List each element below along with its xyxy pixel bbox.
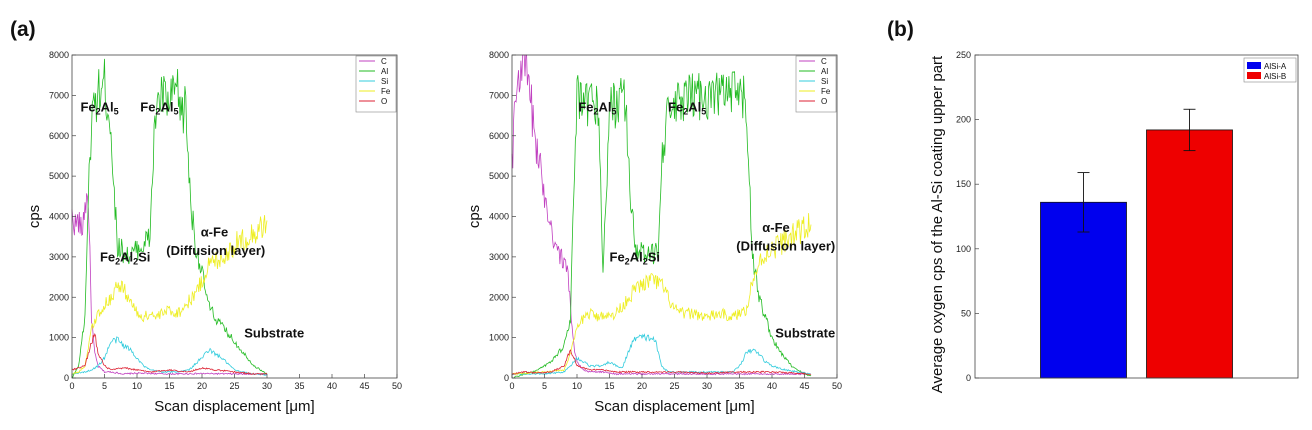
plot-area xyxy=(975,55,1298,378)
annotation-fe2al5: Fe2Al5 xyxy=(578,100,616,117)
plot-area xyxy=(72,55,397,378)
annotation-fe2al5: Fe2Al5 xyxy=(140,100,178,117)
y-tick-label: 0 xyxy=(504,373,509,383)
annotation-fe2al5: Fe2Al5 xyxy=(668,100,706,117)
y-axis-label: cps xyxy=(26,205,43,228)
legend-label-al: Al xyxy=(381,67,388,76)
legend-label-si: Si xyxy=(381,77,388,86)
y-tick-label: 150 xyxy=(956,179,971,189)
y-tick-label: 5000 xyxy=(49,171,69,181)
panel-label-a: (a) xyxy=(10,18,36,41)
series-line-fe xyxy=(71,215,268,375)
legend-label-si: Si xyxy=(821,77,828,86)
y-tick-label: 50 xyxy=(961,308,971,318)
x-tick-label: 30 xyxy=(702,381,712,391)
y-tick-label: 8000 xyxy=(489,50,509,60)
x-tick-label: 35 xyxy=(294,381,304,391)
x-tick-label: 0 xyxy=(69,381,74,391)
x-tick-label: 50 xyxy=(392,381,402,391)
annotation-fe2al2si: Fe2Al2Si xyxy=(100,250,151,267)
x-tick-label: 15 xyxy=(604,381,614,391)
x-tick-label: 10 xyxy=(572,381,582,391)
x-tick-label: 50 xyxy=(832,381,842,391)
y-tick-label: 5000 xyxy=(489,171,509,181)
legend-label-c: C xyxy=(821,57,827,66)
y-tick-label: 6000 xyxy=(49,131,69,141)
series-line-si xyxy=(71,336,268,376)
annotation-diffusion-layer: (Diffusion layer) xyxy=(736,238,835,253)
y-tick-label: 0 xyxy=(64,373,69,383)
y-tick-label: 2000 xyxy=(489,292,509,302)
series-line-c xyxy=(511,54,805,376)
legend-box xyxy=(355,55,397,113)
line-chart-sample-b: 0 5 10 15 20 25 30 35 40 45 50 0 1000 2000 3000 4000 500… xyxy=(466,50,842,415)
x-tick-label: 15 xyxy=(164,381,174,391)
annotation-substrate: Substrate xyxy=(244,326,304,341)
y-tick-label: 6000 xyxy=(489,131,509,141)
x-tick-label: 35 xyxy=(734,381,744,391)
x-tick-label: 5 xyxy=(102,381,107,391)
y-tick-label: 4000 xyxy=(49,212,69,222)
panel-label-b: (b) xyxy=(887,18,914,41)
annotation-fe: α-Fe xyxy=(201,225,229,240)
series-line-al xyxy=(512,71,812,379)
x-tick-label: 25 xyxy=(229,381,239,391)
y-tick-label: 3000 xyxy=(489,252,509,262)
y-tick-label: 8000 xyxy=(49,50,69,60)
y-tick-label: 7000 xyxy=(49,90,69,100)
legend-label-fe: Fe xyxy=(381,87,391,96)
y-tick-label: 0 xyxy=(966,373,971,383)
annotation-substrate: Substrate xyxy=(775,326,835,341)
y-tick-label: 4000 xyxy=(489,212,509,222)
series-line-o xyxy=(511,349,812,375)
annotation-fe: α-Fe xyxy=(762,220,790,235)
x-tick-label: 45 xyxy=(799,381,809,391)
legend-label-o: O xyxy=(821,97,827,106)
annotation-diffusion-layer: (Diffusion layer) xyxy=(166,243,265,258)
y-axis-label: Average oxygen cps of the Al-Si coating … xyxy=(929,55,946,393)
plot-frame xyxy=(974,54,1299,379)
annotation-fe2al5: Fe2Al5 xyxy=(80,100,118,117)
y-axis-label: cps xyxy=(466,205,483,228)
legend-label-al: Al xyxy=(821,67,828,76)
y-tick-label: 7000 xyxy=(489,90,509,100)
series-line-o xyxy=(71,332,268,375)
line-chart-sample-a: 0 5 10 15 20 25 30 35 40 45 50 0 1000 2000 3000 4000 500… xyxy=(26,50,402,415)
series-line-al xyxy=(71,58,268,378)
x-tick-label: 20 xyxy=(197,381,207,391)
y-tick-label: 1000 xyxy=(489,333,509,343)
legend-label-o: O xyxy=(381,97,387,106)
x-tick-label: 10 xyxy=(132,381,142,391)
x-tick-label: 0 xyxy=(509,381,514,391)
x-axis-label: Scan displacement [μm] xyxy=(154,398,314,415)
bar-chart-oxygen: 0 50 100 150 200 250 Average oxygen cps of the… xyxy=(929,50,1299,393)
x-tick-label: 30 xyxy=(262,381,272,391)
legend-label-fe: Fe xyxy=(821,87,831,96)
legend-swatch-alsi-a xyxy=(1247,62,1261,69)
y-tick-label: 250 xyxy=(956,50,971,60)
x-tick-label: 25 xyxy=(669,381,679,391)
x-axis-label: Scan displacement [μm] xyxy=(594,398,754,415)
y-tick-label: 100 xyxy=(956,244,971,254)
x-tick-label: 20 xyxy=(637,381,647,391)
x-tick-label: 45 xyxy=(359,381,369,391)
legend-label-alsi-b: AlSi-B xyxy=(1264,72,1286,81)
series-line-fe xyxy=(511,213,812,375)
x-tick-label: 40 xyxy=(327,381,337,391)
legend-label-alsi-a: AlSi-A xyxy=(1264,62,1287,71)
series-line-si xyxy=(511,333,812,376)
bar-alsi-b xyxy=(1146,129,1233,379)
annotation-fe2al2si: Fe2Al2Si xyxy=(610,250,661,267)
x-tick-label: 40 xyxy=(767,381,777,391)
y-tick-label: 3000 xyxy=(49,252,69,262)
y-tick-label: 1000 xyxy=(49,333,69,343)
legend-label-c: C xyxy=(381,57,387,66)
legend-box xyxy=(795,55,837,113)
series-line-c xyxy=(71,193,268,376)
y-tick-label: 200 xyxy=(956,115,971,125)
y-tick-label: 2000 xyxy=(49,292,69,302)
legend-swatch-alsi-b xyxy=(1247,72,1261,79)
x-tick-label: 5 xyxy=(542,381,547,391)
